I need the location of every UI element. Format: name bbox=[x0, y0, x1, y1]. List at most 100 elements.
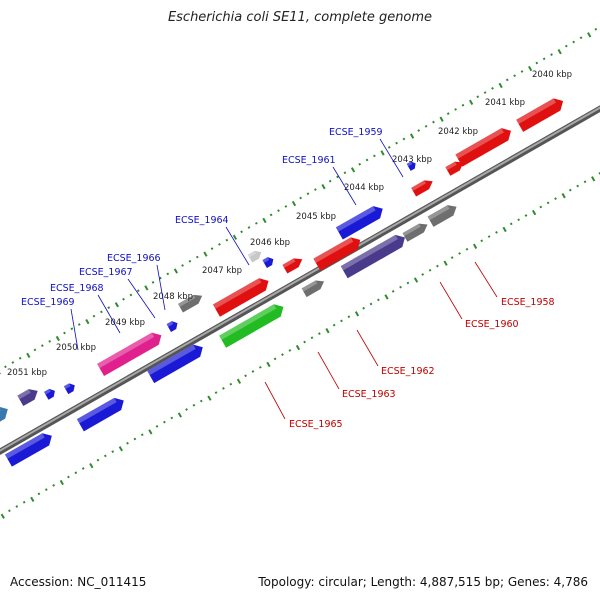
gene-arrow bbox=[402, 223, 428, 242]
scale-tick-inner bbox=[546, 201, 550, 205]
gene-leader-line bbox=[356, 329, 379, 367]
scale-tick-inner bbox=[340, 319, 343, 323]
scale-tick-outer bbox=[417, 129, 421, 132]
scale-tick-inner bbox=[517, 218, 520, 222]
gene-arrow bbox=[445, 161, 464, 176]
scale-tick-outer bbox=[247, 226, 251, 229]
scale-tick-outer bbox=[173, 268, 179, 274]
scale-label: 2043 kbp bbox=[392, 155, 432, 165]
gene-arrow-body bbox=[340, 234, 405, 279]
gene-arrow-shine bbox=[76, 397, 117, 424]
gene-arrow-shine bbox=[427, 205, 450, 221]
scale-tick-inner bbox=[450, 256, 454, 260]
gene-arrow-body bbox=[282, 258, 303, 274]
scale-tick-outer bbox=[92, 314, 96, 318]
scale-tick-inner bbox=[118, 446, 123, 452]
scale-tick-outer bbox=[483, 91, 487, 94]
scale-tick-inner bbox=[318, 332, 321, 335]
gene-arrow-shine bbox=[516, 98, 556, 124]
scale-label: 2042 kbp bbox=[438, 127, 478, 137]
scale-tick-inner bbox=[199, 399, 203, 403]
scale-tick-outer bbox=[100, 310, 103, 314]
gene-arrow bbox=[262, 257, 274, 268]
gene-arrow-shine bbox=[212, 278, 262, 309]
scale-tick-inner bbox=[207, 395, 212, 401]
gene-arrow-shine bbox=[301, 280, 318, 292]
gene-label-forward: ECSE_1961 bbox=[282, 155, 336, 166]
scale-tick-outer bbox=[85, 318, 90, 325]
scale-tick-outer bbox=[380, 150, 385, 156]
scale-tick-inner bbox=[362, 306, 366, 310]
gene-arrow-body bbox=[177, 294, 203, 313]
scale-tick-inner bbox=[369, 302, 373, 306]
scale-tick-inner bbox=[502, 226, 507, 233]
scale-tick-inner bbox=[347, 315, 351, 319]
scale-tick-outer bbox=[254, 221, 258, 225]
gene-arrow bbox=[313, 237, 361, 271]
gene-arrow-shine bbox=[282, 258, 296, 268]
scale-tick-outer bbox=[476, 95, 480, 99]
scale-tick-outer bbox=[446, 112, 450, 116]
gene-leader-line bbox=[127, 278, 156, 319]
gene-arrow-shine bbox=[63, 383, 71, 390]
scale-tick-inner bbox=[583, 180, 587, 184]
genome-summary-text: Topology: circular; Length: 4,887,515 bp… bbox=[258, 575, 588, 589]
scale-tick-outer bbox=[166, 272, 170, 276]
scale-tick-inner bbox=[111, 450, 115, 454]
gene-arrow-body bbox=[427, 205, 457, 227]
scale-tick-inner bbox=[472, 243, 478, 249]
scale-tick-inner bbox=[30, 496, 35, 503]
scale-tick-inner bbox=[384, 294, 389, 300]
gene-arrow bbox=[0, 406, 8, 436]
scale-label: 2045 kbp bbox=[296, 212, 336, 222]
scale-tick-outer bbox=[461, 103, 465, 107]
gene-arrow bbox=[63, 383, 75, 395]
scale-tick-inner bbox=[214, 391, 218, 394]
scale-tick-inner bbox=[59, 479, 64, 486]
scale-tick-inner bbox=[52, 484, 56, 487]
gene-arrow-shine bbox=[406, 161, 413, 167]
scale-tick-outer bbox=[395, 141, 398, 145]
gene-arrow bbox=[247, 250, 262, 263]
scale-tick-outer bbox=[343, 171, 347, 175]
scale-tick-inner bbox=[103, 454, 107, 458]
gene-arrow-body bbox=[313, 237, 361, 271]
scale-tick-outer bbox=[55, 335, 60, 342]
scale-tick-outer bbox=[306, 192, 310, 196]
gene-label-reverse: ECSE_1958 bbox=[501, 297, 555, 308]
gene-arrow bbox=[147, 344, 203, 384]
scale-tick-inner bbox=[89, 462, 94, 469]
scale-tick-outer bbox=[77, 323, 81, 326]
scale-tick-outer bbox=[136, 289, 140, 293]
scale-tick-outer bbox=[572, 40, 576, 44]
scale-tick-outer bbox=[350, 167, 356, 173]
scale-tick-outer bbox=[218, 243, 221, 246]
gene-leader-line bbox=[317, 351, 340, 390]
scale-tick-outer bbox=[468, 99, 474, 105]
gene-arrow-body bbox=[301, 280, 325, 298]
scale-label: 2040 kbp bbox=[532, 70, 572, 80]
gene-arrow bbox=[340, 234, 405, 279]
gene-arrow-body bbox=[166, 321, 178, 332]
scale-tick-outer bbox=[107, 306, 111, 310]
scale-tick-inner bbox=[391, 290, 395, 293]
gene-leader-line bbox=[474, 261, 498, 298]
scale-tick-outer bbox=[114, 302, 119, 308]
gene-arrow bbox=[301, 280, 325, 298]
gene-arrow-shine bbox=[247, 250, 257, 258]
scale-tick-outer bbox=[550, 53, 553, 56]
scale-tick-outer bbox=[535, 61, 539, 65]
scale-label: 2048 kbp bbox=[153, 292, 193, 302]
scale-tick-inner bbox=[126, 441, 129, 445]
gene-arrow bbox=[97, 332, 162, 377]
gene-leader-line bbox=[97, 294, 121, 334]
gene-arrow-shine bbox=[313, 237, 354, 263]
gene-leader-line bbox=[379, 138, 404, 178]
scale-tick-outer bbox=[18, 356, 22, 360]
gene-arrow-shine bbox=[455, 128, 504, 159]
gene-label-forward: ECSE_1968 bbox=[50, 283, 104, 294]
gene-arrow-body bbox=[76, 397, 124, 432]
scale-tick-inner bbox=[532, 209, 537, 216]
scale-tick-inner bbox=[576, 184, 580, 188]
